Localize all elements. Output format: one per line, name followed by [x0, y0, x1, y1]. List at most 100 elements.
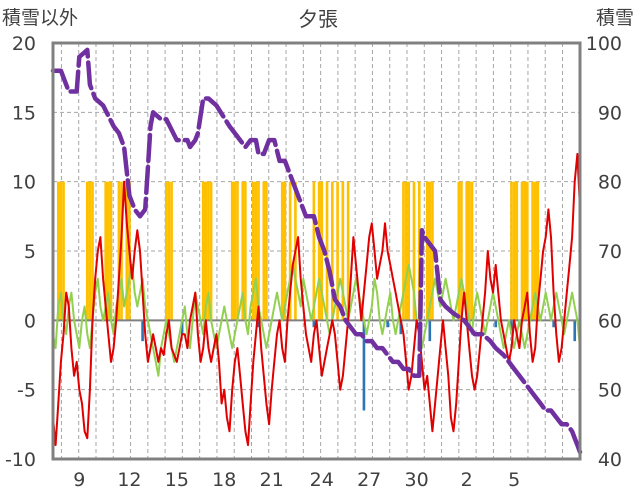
x-tick-label-5: 24 [310, 469, 334, 491]
orange_bars-bar-0 [56, 181, 60, 321]
right-tick-labels: 100 90 80 70 60 50 40 [586, 33, 622, 471]
orange_bars-bar-21 [233, 181, 237, 321]
x-tick-label-4: 21 [260, 469, 284, 491]
orange_bars-bar-52 [465, 181, 469, 321]
orange_bars-bar-8 [109, 181, 113, 321]
blue_bars-bar-6 [399, 320, 403, 335]
purple-series [50, 47, 583, 455]
right-tick-label-2: 80 [598, 172, 622, 194]
x-tick-labels: 9 12 15 18 21 24 27 30 2 5 [73, 469, 520, 491]
chart-title: 夕張 [298, 7, 338, 31]
orange_bars-bar-50 [457, 181, 461, 321]
orange_bars-bar-31 [283, 181, 287, 321]
x-tick-label-9: 5 [508, 469, 520, 491]
blue_bars-bar-0 [141, 320, 144, 342]
left-tick-label-3: 5 [24, 241, 36, 263]
orange_bars-bar-29 [265, 181, 268, 321]
green-series [52, 263, 581, 377]
orange_bars-bar-17 [204, 181, 208, 321]
right-tick-label-1: 90 [598, 102, 622, 124]
right-tick-label-0: 100 [586, 33, 622, 55]
orange_bars-bar-53 [468, 181, 471, 321]
orange_bars-bar-40 [341, 181, 345, 321]
orange_bars-bar-44 [407, 181, 411, 321]
orange_bars-bar-15 [170, 181, 173, 321]
blue_bars-bar-2 [257, 320, 260, 328]
orange_bars-bar-22 [236, 181, 239, 321]
orange_bars-bar-43 [404, 181, 408, 321]
orange_bars-bar-26 [254, 181, 258, 321]
orange_bars-bar-11 [125, 181, 129, 321]
orange_bars-bar-56 [512, 181, 516, 321]
blue_bars-bar-11 [573, 320, 577, 342]
orange_bars-bar-34 [312, 181, 316, 321]
orange_bars-bar-19 [209, 181, 213, 321]
red-series [52, 152, 581, 447]
orange_bars-bar-14 [167, 181, 171, 321]
x-tick-label-7: 30 [405, 469, 429, 491]
blue-series [141, 320, 577, 411]
right-axis-label: 積雪 [596, 7, 634, 29]
orange_bars-bar-48 [428, 181, 432, 321]
x-tick-label-2: 15 [165, 469, 189, 491]
orange_bars-bar-4 [88, 181, 92, 321]
x-tick-label-3: 18 [212, 469, 236, 491]
orange_bars-bar-2 [62, 181, 65, 321]
orange_bars-bar-59 [523, 181, 526, 321]
blue_bars-bar-8 [494, 320, 497, 328]
blue_bars-bar-3 [312, 320, 316, 328]
orange_bars-bar-42 [402, 181, 405, 321]
orange_bars-bar-61 [531, 181, 534, 321]
orange_bars-bar-39 [336, 181, 339, 321]
red_line-path [52, 152, 581, 447]
orange_bars-bar-36 [320, 181, 324, 321]
orange_bars-bar-35 [317, 181, 321, 321]
orange_bars-bar-46 [417, 181, 421, 321]
orange_bars-bar-3 [85, 181, 89, 321]
blue_bars-bar-9 [510, 320, 513, 335]
orange_bars-bar-57 [515, 181, 519, 321]
orange_bars-bar-30 [280, 181, 284, 321]
orange_bars-bar-55 [510, 181, 513, 321]
left-tick-label-4: 0 [24, 310, 36, 332]
orange_bars-bar-60 [525, 181, 529, 321]
orange-series [56, 181, 540, 321]
right-tick-label-6: 40 [598, 449, 622, 471]
plot-frame [51, 41, 582, 461]
blue_bars-bar-5 [386, 320, 389, 328]
orange_bars-bar-37 [325, 181, 329, 321]
orange_bars-bar-62 [533, 181, 537, 321]
orange_bars-bar-13 [164, 181, 168, 321]
orange_bars-bar-63 [536, 181, 540, 321]
orange_bars-bar-45 [412, 181, 416, 321]
orange_bars-bar-38 [330, 181, 334, 321]
orange_bars-bar-24 [244, 181, 247, 321]
blue_bars-bar-7 [428, 320, 432, 342]
orange_bars-bar-5 [91, 181, 94, 321]
x-tick-label-6: 27 [357, 469, 381, 491]
orange_bars-bar-58 [520, 181, 524, 321]
left-tick-label-1: 15 [12, 102, 36, 124]
blue_bars-bar-10 [552, 320, 555, 328]
orange_bars-bar-23 [241, 181, 245, 321]
blue_bars-bar-1 [180, 320, 184, 335]
orange_bars-bar-51 [460, 181, 463, 321]
orange_bars-bar-7 [107, 181, 110, 321]
orange_bars-bar-41 [346, 181, 350, 321]
orange_bars-bar-16 [201, 181, 205, 321]
left-axis-label: 積雪以外 [2, 7, 78, 29]
orange_bars-bar-28 [262, 181, 266, 321]
left-tick-labels: 20 15 10 5 0 -5 -10 [5, 33, 36, 471]
left-tick-label-5: -5 [17, 380, 36, 402]
orange_bars-bar-25 [251, 181, 255, 321]
orange_bars-bar-18 [207, 181, 210, 321]
orange_bars-bar-20 [230, 181, 234, 321]
x-tick-label-0: 9 [73, 469, 85, 491]
orange_bars-bar-54 [470, 181, 474, 321]
orange_bars-bar-1 [59, 181, 63, 321]
x-tick-label-1: 12 [117, 469, 141, 491]
right-tick-label-5: 50 [598, 380, 622, 402]
orange_bars-bar-9 [117, 181, 121, 321]
orange_bars-bar-27 [257, 181, 260, 321]
